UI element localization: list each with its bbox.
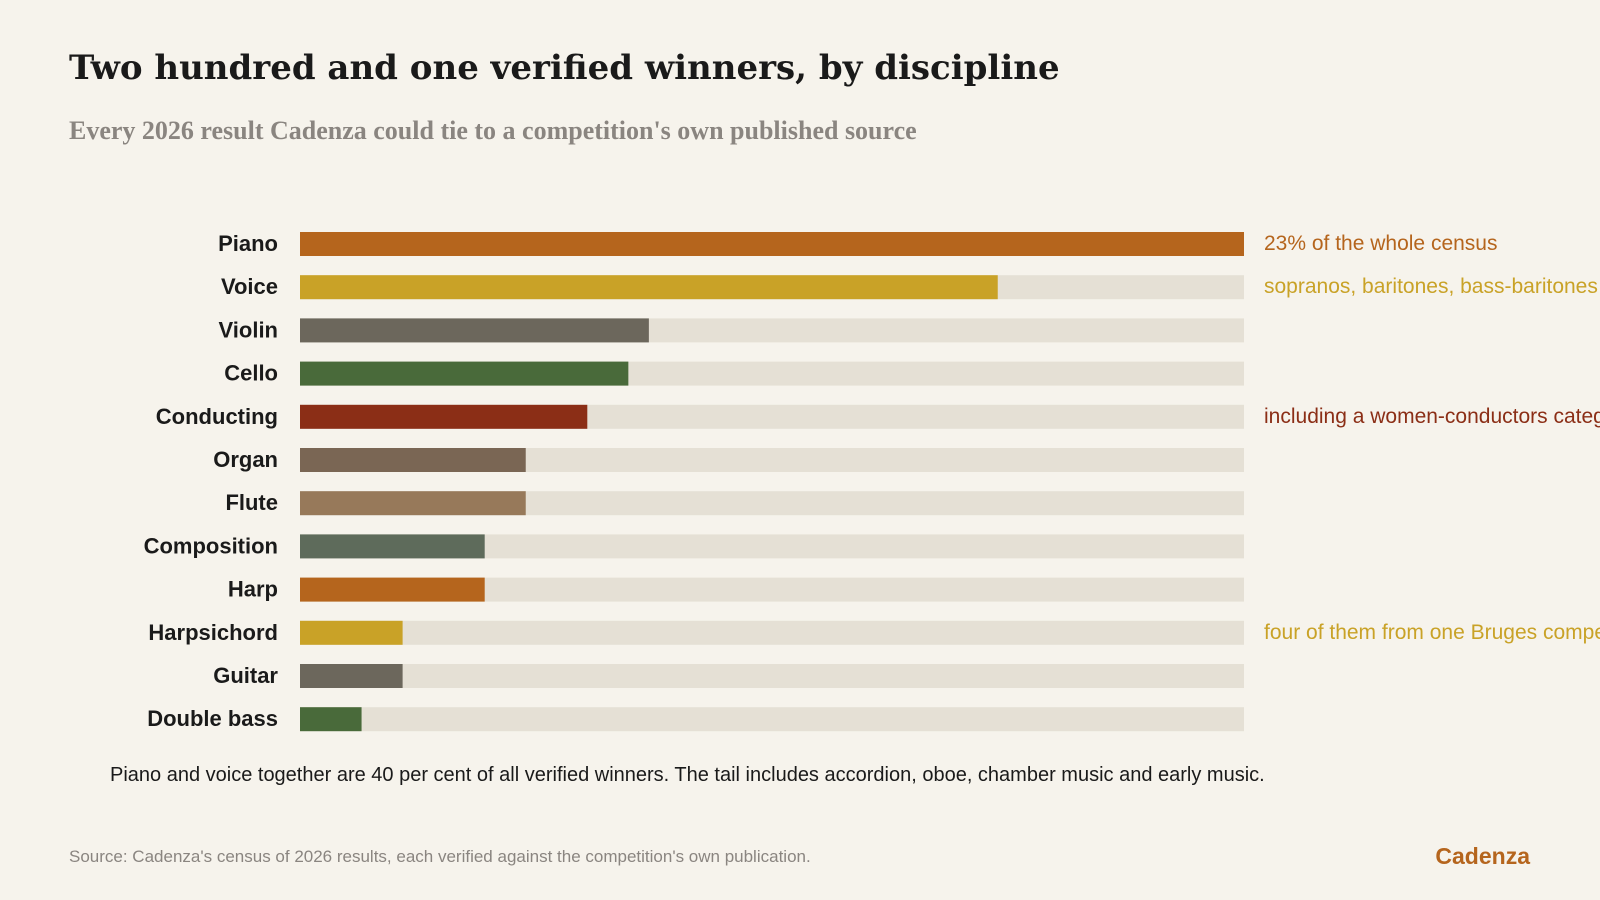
bar-row-violin: Violin [219, 317, 1244, 343]
category-label: Double bass [147, 706, 278, 731]
category-label: Cello [224, 361, 278, 386]
bar [300, 491, 526, 516]
bar-row-organ: Organ [213, 447, 1244, 472]
category-label: Harp [228, 577, 278, 602]
bar [300, 232, 1244, 256]
category-label: Harpsichord [148, 620, 278, 645]
bar [300, 534, 485, 559]
category-label: Flute [225, 490, 278, 515]
category-label: Composition [144, 533, 278, 558]
chart-note: Piano and voice together are 40 per cent… [110, 764, 1265, 786]
bar [300, 275, 998, 300]
bar-row-double-bass: Double bass [147, 706, 1244, 732]
bar [300, 707, 362, 732]
bar [300, 361, 629, 386]
bar [300, 448, 526, 472]
brand-logo: Cadenza [1435, 843, 1530, 869]
chart-subtitle: Every 2026 result Cadenza could tie to a… [69, 116, 917, 145]
bar-annotation: sopranos, baritones, bass-baritones [1264, 275, 1598, 298]
category-label: Guitar [213, 663, 278, 688]
bar [300, 577, 485, 602]
bar-row-composition: Composition [144, 533, 1244, 559]
bar-row-guitar: Guitar [213, 663, 1244, 688]
category-label: Violin [219, 317, 279, 342]
bar-row-flute: Flute [225, 490, 1244, 516]
bar-row-piano: Piano [218, 231, 1244, 256]
bar-row-harpsichord: Harpsichord [148, 620, 1244, 645]
bar-chart: Piano Voice Violin Cello Conducting Organ Flut… [144, 231, 1600, 732]
bar [300, 664, 403, 688]
bar-annotation: four of them from one Bruges competition [1264, 621, 1600, 644]
category-label: Conducting [156, 404, 278, 429]
source-note: Source: Cadenza's census of 2026 results… [69, 847, 811, 866]
bar-row-harp: Harp [228, 577, 1244, 602]
bar [300, 318, 649, 343]
bar [300, 620, 403, 645]
bar-track [300, 620, 1244, 645]
bar-annotation: 23% of the whole census [1264, 232, 1497, 255]
bar-row-conducting: Conducting [156, 404, 1244, 429]
category-label: Voice [221, 274, 278, 299]
bar-track [300, 707, 1244, 732]
bar-annotation: including a women-conductors category [1264, 405, 1600, 428]
chart-title: Two hundred and one verified winners, by… [69, 48, 1060, 88]
bar-row-cello: Cello [224, 361, 1244, 386]
bar [300, 404, 588, 429]
category-label: Piano [218, 231, 278, 256]
bar-row-voice: Voice [221, 274, 1244, 300]
category-label: Organ [213, 447, 278, 472]
bar-track [300, 664, 1244, 688]
